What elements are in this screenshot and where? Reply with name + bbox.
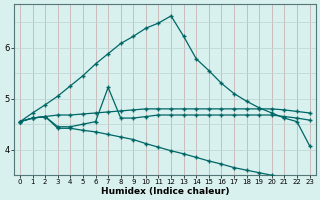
X-axis label: Humidex (Indice chaleur): Humidex (Indice chaleur): [100, 187, 229, 196]
